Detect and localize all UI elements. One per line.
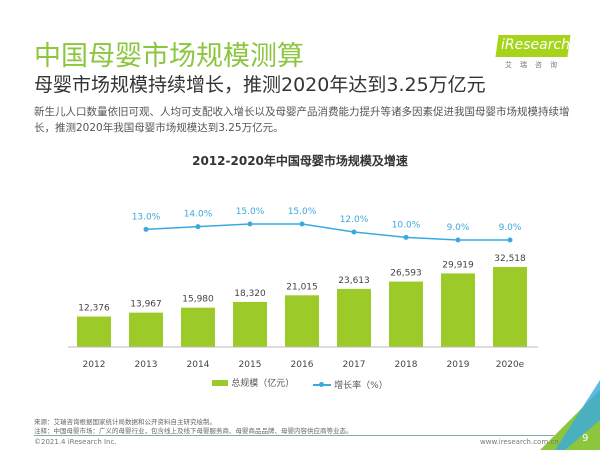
bar-value-label: 29,919: [442, 260, 474, 270]
description: 新生儿人口数量依旧可观、人均可支配收入增长以及母婴产品消费能力提升等诸多因素促进…: [34, 106, 570, 134]
legend-bar-swatch: [212, 379, 229, 386]
page-number: 9: [582, 433, 589, 444]
page-title: 中国母婴市场规模测算: [34, 41, 304, 72]
x-tick-label: 2018: [395, 360, 418, 370]
growth-point: [143, 226, 149, 232]
x-tick-label: 2020e: [496, 360, 525, 370]
legend-bar-label: 总规模（亿元）: [231, 379, 295, 389]
bar-value-label: 26,593: [390, 269, 422, 279]
website-url: www.iresearch.com.cn: [480, 438, 559, 446]
page-subtitle: 母婴市场规模持续增长，推测2020年达到3.25万亿元: [34, 74, 486, 96]
bar: [233, 301, 267, 347]
bar-value-label: 12,376: [78, 304, 110, 314]
growth-label: 13.0%: [132, 212, 161, 222]
logo-subtext: 艾瑞咨询: [505, 61, 565, 69]
bar-value-label: 18,320: [234, 289, 266, 299]
bar: [493, 267, 527, 347]
growth-line: [145, 223, 510, 241]
source-notes: 来源：艾瑞咨询根据国家统计局数据和公开资料自主研究绘制。 注释：中国母婴市场：广…: [34, 418, 353, 436]
bar-value-label: 23,613: [338, 276, 370, 286]
growth-label: 14.0%: [184, 210, 213, 220]
growth-point: [195, 224, 201, 230]
growth-label: 9.0%: [499, 223, 522, 233]
legend-bar: 总规模（亿元）: [212, 376, 294, 389]
corner-decoration-blue: [555, 380, 600, 450]
growth-point: [403, 234, 409, 240]
logo-text: iResearch: [501, 37, 571, 53]
x-tick-label: 2014: [187, 360, 210, 370]
legend-line-swatch: [313, 381, 332, 387]
growth-label: 15.0%: [236, 207, 265, 217]
legend-line: 增长率（%）: [313, 378, 388, 391]
growth-point: [455, 237, 461, 243]
growth-point: [247, 221, 253, 227]
bar: [77, 316, 111, 347]
bar: [181, 307, 215, 347]
growth-label: 15.0%: [288, 207, 317, 217]
source-text: 来源：艾瑞咨询根据国家统计局数据和公开资料自主研究绘制。: [34, 418, 216, 426]
x-tick-label: 2017: [343, 360, 366, 370]
bar: [285, 295, 319, 347]
growth-label: 9.0%: [447, 223, 470, 233]
growth-label: 12.0%: [340, 215, 369, 225]
bar-value-label: 15,980: [182, 295, 214, 305]
x-tick-label: 2013: [135, 360, 158, 370]
note-text: 注释：中国母婴市场：广义的母婴行业，包含线上及线下母婴服务商、母婴商品品牌、母婴…: [34, 427, 353, 435]
bar: [441, 273, 475, 347]
growth-point: [351, 229, 357, 235]
bar: [337, 288, 371, 347]
bar: [389, 281, 423, 347]
x-tick-label: 2016: [291, 360, 314, 370]
footer-divider: [34, 435, 554, 436]
legend: 总规模（亿元） 增长率（%）: [0, 376, 600, 391]
growth-label: 10.0%: [392, 220, 421, 230]
bar: [129, 312, 163, 347]
bar-value-label: 13,967: [130, 300, 162, 310]
bar-value-label: 21,015: [286, 282, 318, 292]
x-tick-label: 2012: [83, 360, 106, 370]
legend-line-label: 增长率（%）: [334, 381, 388, 391]
growth-point: [507, 237, 513, 243]
copyright: ©2021.4 iResearch Inc.: [34, 438, 117, 446]
x-tick-label: 2019: [447, 360, 470, 370]
growth-point: [299, 221, 305, 227]
bar-value-label: 32,518: [494, 254, 526, 264]
chart-title: 2012-2020年中国母婴市场规模及增速: [192, 154, 408, 168]
x-tick-label: 2015: [239, 360, 262, 370]
